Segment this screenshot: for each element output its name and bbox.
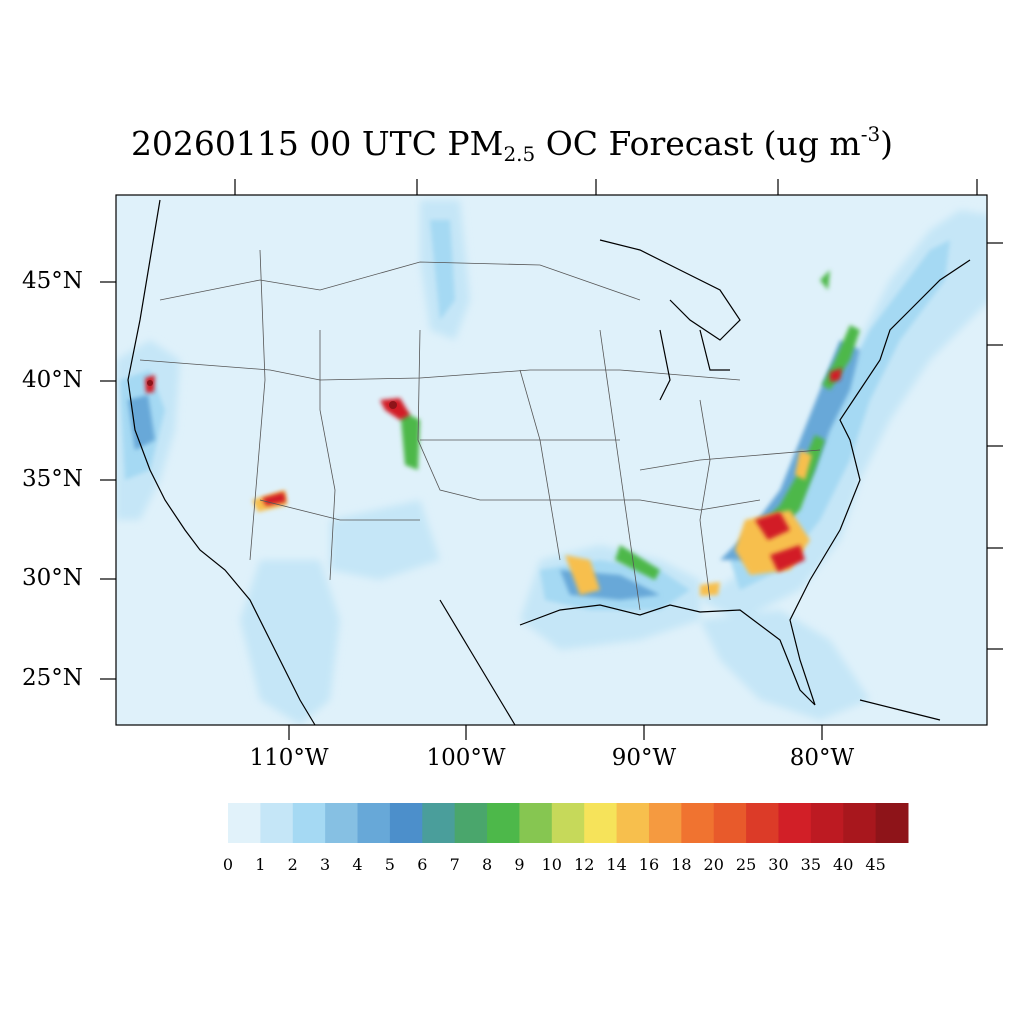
colorbar-label: 0 <box>222 855 234 874</box>
lat-label-35: 35°N <box>22 466 83 492</box>
colorbar-swatch <box>422 803 456 843</box>
colorbar-label: 8 <box>481 855 493 874</box>
colorbar-label: 16 <box>638 855 660 874</box>
colorbar-label: 4 <box>352 855 363 874</box>
colorbar-label: 6 <box>417 855 428 874</box>
lon-label-110: 110°W <box>249 745 329 771</box>
colorbar-label: 12 <box>574 855 595 874</box>
colorbar-label: 10 <box>541 855 562 874</box>
title-suffix: ) <box>880 124 894 163</box>
lon-label-80: 80°W <box>789 745 855 771</box>
colorbar-swatch <box>810 803 844 843</box>
colorbar-swatch <box>713 803 747 843</box>
colorbar-swatch <box>487 803 520 843</box>
colorbar-label: 45 <box>865 855 886 874</box>
colorbar-label: 3 <box>320 855 331 874</box>
coastlines <box>127 199 971 726</box>
lat-label-40: 40°N <box>22 367 83 393</box>
colorbar-swatch <box>648 803 682 843</box>
region-florida <box>700 610 870 720</box>
colorbar-swatch <box>616 803 650 843</box>
colorbar-swatch <box>551 803 585 843</box>
colorbar-label: 9 <box>514 855 525 874</box>
colorbar-swatch <box>843 803 877 843</box>
map-frame <box>115 194 988 726</box>
colorbar-label: 2 <box>287 855 298 874</box>
colorbar-swatch <box>778 803 812 843</box>
colorbar-label: 25 <box>735 855 757 874</box>
colorbar-swatch <box>681 803 715 843</box>
title-subscript: 2.5 <box>503 142 536 166</box>
colorbar-label: 18 <box>671 855 692 874</box>
map-title: 20260115 00 UTC PM2.5 OC Forecast (ug m-… <box>0 122 1024 166</box>
title-middle: OC Forecast (ug m <box>535 124 861 163</box>
colorbar-label: 5 <box>384 855 395 874</box>
lat-label-25: 25°N <box>22 665 83 691</box>
title-prefix: 20260115 00 UTC PM <box>130 124 504 163</box>
colorbar-swatch <box>454 803 488 843</box>
lon-label-100: 100°W <box>426 745 506 771</box>
colorbar-label: 7 <box>449 855 460 874</box>
colorbar-swatch <box>875 803 909 843</box>
lat-label-45: 45°N <box>22 268 83 294</box>
lon-label-90: 90°W <box>611 745 677 771</box>
colorbar-swatch <box>519 803 553 843</box>
colorbar-label: 30 <box>768 855 789 874</box>
colorbar-swatch <box>357 803 391 843</box>
colorbar-label: 14 <box>606 855 627 874</box>
colorbar-label: 40 <box>833 855 854 874</box>
colorbar <box>228 803 909 843</box>
state-boundaries <box>139 249 821 611</box>
colorbar-swatch <box>389 803 423 843</box>
colorbar-swatch <box>292 803 326 843</box>
colorbar-swatch <box>584 803 618 843</box>
colorbar-label: 1 <box>255 855 266 874</box>
axis-ticks <box>100 179 1003 740</box>
colorbar-swatch <box>228 803 261 843</box>
colorbar-swatch <box>260 803 294 843</box>
title-superscript: -3 <box>860 122 881 146</box>
colorbar-label: 20 <box>703 855 724 874</box>
colorbar-swatch <box>746 803 779 843</box>
lat-label-30: 30°N <box>22 565 83 591</box>
region-mexico <box>240 560 340 725</box>
colorbar-label: 35 <box>800 855 822 874</box>
colorbar-swatch <box>325 803 359 843</box>
